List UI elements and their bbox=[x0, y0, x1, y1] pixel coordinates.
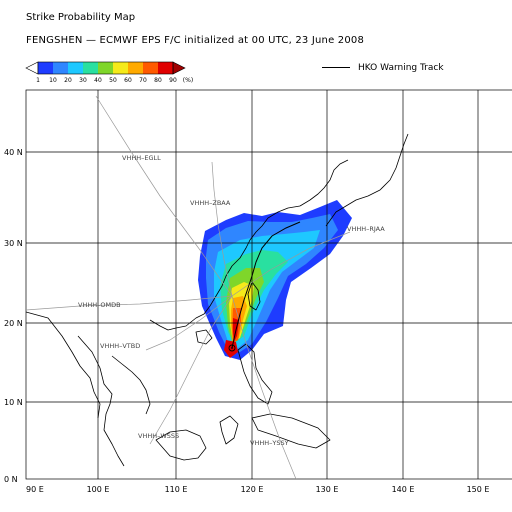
lon-label: 110 E bbox=[165, 485, 188, 494]
borneo bbox=[155, 429, 207, 461]
colorbar-swatch-0 bbox=[25, 61, 39, 75]
colorbar-label: 10 bbox=[49, 77, 57, 84]
coastline-burma-malaya bbox=[77, 335, 125, 467]
storm-position-dot bbox=[231, 347, 233, 349]
coastline-korea-region bbox=[299, 159, 349, 207]
route-label: VHHH–YSSY bbox=[250, 439, 289, 447]
colorbar-label: 20 bbox=[64, 77, 72, 84]
taiwan bbox=[247, 281, 261, 311]
flight-routes bbox=[25, 95, 351, 480]
colorbar-label: (%) bbox=[183, 77, 193, 84]
route-yssy bbox=[231, 295, 297, 480]
colorbar-label: 80 bbox=[154, 77, 162, 84]
coastline-indochina bbox=[111, 355, 151, 415]
lat-label: 40 N bbox=[4, 148, 23, 157]
route-omdb bbox=[25, 295, 233, 311]
coastline-china bbox=[149, 205, 301, 331]
hainan bbox=[195, 329, 213, 345]
route-label: VHHH–ZBAA bbox=[190, 199, 231, 207]
new-guinea bbox=[251, 413, 331, 449]
colorbar-label: 40 bbox=[94, 77, 102, 84]
lon-label: 120 E bbox=[241, 485, 264, 494]
lon-label: 130 E bbox=[316, 485, 339, 494]
philippines bbox=[237, 343, 273, 405]
sulawesi bbox=[219, 415, 239, 445]
track-legend-line bbox=[322, 67, 350, 68]
lat-label: 30 N bbox=[4, 239, 23, 248]
lon-label: 150 E bbox=[467, 485, 490, 494]
coastline-india bbox=[25, 311, 101, 419]
coastline-japan bbox=[325, 133, 409, 227]
map-subtitle: FENGSHEN — ECMWF EPS F/C initialized at … bbox=[26, 35, 365, 46]
colorbar-label: 70 bbox=[139, 77, 147, 84]
swath-core bbox=[224, 340, 238, 358]
longitude-labels: 90 E 100 E 110 E 120 E 130 E 140 E 150 E bbox=[26, 485, 489, 494]
storm-position-marker bbox=[228, 344, 236, 352]
route-egll bbox=[95, 95, 233, 297]
plot-frame bbox=[25, 89, 512, 480]
route-label: VHHH–VTBD bbox=[100, 342, 140, 350]
track-legend-label: HKO Warning Track bbox=[358, 63, 444, 73]
colorbar-frame bbox=[37, 61, 174, 75]
track-legend: HKO Warning Track bbox=[322, 63, 444, 73]
lat-label: 0 N bbox=[4, 475, 18, 484]
colorbar-swatch-6 bbox=[113, 62, 128, 74]
colorbar-label: 90 bbox=[169, 77, 177, 84]
colorbar-swatch-3 bbox=[68, 62, 83, 74]
colorbar-swatch-1 bbox=[38, 62, 53, 74]
colorbar-swatch-9 bbox=[158, 62, 173, 74]
route-label: VHHH–OMDB bbox=[78, 301, 121, 309]
colorbar-label: 1 bbox=[36, 77, 40, 84]
route-rjaa bbox=[231, 231, 351, 297]
map-title: Strike Probability Map bbox=[26, 12, 136, 23]
colorbar-swatch-4 bbox=[83, 62, 98, 74]
colorbar-label: 30 bbox=[79, 77, 87, 84]
route-label: VHHH–EGLL bbox=[122, 154, 161, 162]
colorbar-swatch-8 bbox=[143, 62, 158, 74]
colorbar-swatch-2 bbox=[53, 62, 68, 74]
graticule bbox=[25, 89, 512, 480]
lat-label: 10 N bbox=[4, 398, 23, 407]
lon-label: 90 E bbox=[26, 485, 44, 494]
route-labels: VHHH–EGLL VHHH–ZBAA VHHH–RJAA VHHH–OMDB … bbox=[78, 154, 385, 447]
latitude-labels: 0 N 10 N 20 N 30 N 40 N bbox=[4, 148, 23, 484]
colorbar-label: 60 bbox=[124, 77, 132, 84]
coastlines bbox=[25, 133, 409, 467]
route-label: VHHH–RJAA bbox=[347, 225, 385, 233]
lon-label: 140 E bbox=[392, 485, 415, 494]
lat-label: 20 N bbox=[4, 319, 23, 328]
colorbar-swatch-5 bbox=[98, 62, 113, 74]
route-label: VHHH–WSSS bbox=[138, 432, 179, 440]
colorbar-labels: 1 10 20 30 40 50 60 70 80 90 (%) bbox=[36, 77, 193, 84]
colorbar-swatch-7 bbox=[128, 62, 143, 74]
colorbar: 1 10 20 30 40 50 60 70 80 90 (%) bbox=[25, 61, 193, 84]
route-wsss bbox=[149, 295, 233, 445]
lon-label: 100 E bbox=[87, 485, 110, 494]
route-zbaa bbox=[211, 161, 233, 297]
colorbar-label: 50 bbox=[109, 77, 117, 84]
colorbar-swatch-10 bbox=[172, 61, 186, 75]
route-vtbd bbox=[145, 295, 233, 351]
track-line bbox=[231, 221, 301, 349]
hko-warning-track bbox=[228, 221, 301, 352]
